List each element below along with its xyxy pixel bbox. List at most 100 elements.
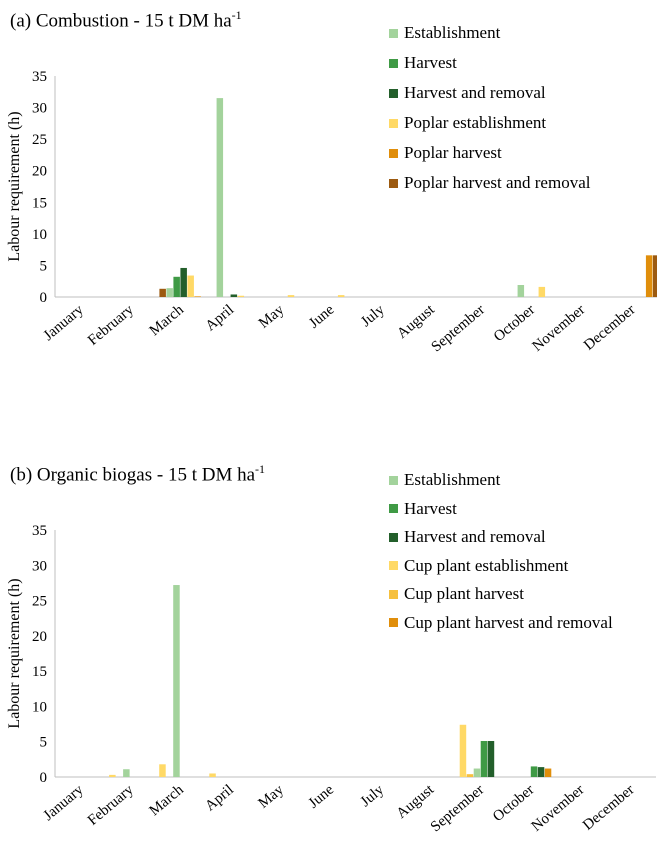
bar-establishment: [517, 285, 525, 297]
bar-establishment: [216, 98, 224, 297]
bar-poplar-establishment: [337, 295, 345, 297]
y-tick-label: 0: [40, 290, 48, 306]
y-tick-label: 20: [32, 629, 47, 645]
y-tick-label: 25: [32, 594, 47, 610]
legend-label: Poplar harvest and removal: [404, 173, 591, 192]
legend-swatch: [389, 58, 398, 68]
y-tick-label: 30: [32, 558, 47, 574]
x-tick-label: September: [428, 782, 487, 835]
legend-label: Harvest: [404, 498, 457, 518]
x-tick-label: August: [394, 781, 438, 822]
bar-harvest: [173, 276, 180, 297]
legend-swatch: [389, 532, 398, 542]
y-tick-label: 10: [32, 227, 47, 243]
y-tick-label: 10: [32, 699, 47, 715]
legend-item-establishment: Establishment: [389, 18, 590, 48]
bar-cup-plant-harvest-and-removal: [544, 768, 552, 777]
legend-item-harvest: Harvest: [389, 495, 613, 524]
legend-a: Establishment Harvest Harvest and removal P…: [389, 18, 590, 198]
bar-harvest: [480, 741, 488, 777]
bar-poplar-establishment: [538, 286, 546, 297]
bar-establishment: [166, 288, 173, 297]
bar-establishment: [473, 768, 481, 777]
x-tick-label: May: [256, 301, 288, 331]
chart-a-svg: 0 5 10 15 20 25 30 35 Labour requirement (h) Janu…: [6, 69, 657, 355]
bar-poplar-harvest-and-removal: [652, 255, 657, 297]
bar-harvest-and-removal: [537, 767, 545, 777]
legend-label: Cup plant harvest and removal: [404, 612, 613, 632]
legend-label: Cup plant harvest: [404, 584, 524, 604]
legend-item-harvest: Harvest: [389, 48, 590, 78]
legend-item-cup-plant-harvest-and-removal: Cup plant harvest and removal: [389, 609, 613, 638]
y-tick-label: 15: [32, 664, 47, 680]
x-tick-label: March: [147, 301, 188, 339]
bar-harvest: [530, 766, 538, 777]
legend-swatch: [389, 475, 398, 485]
y-axis-label: Labour requirement (h): [6, 578, 23, 728]
bar-harvest-and-removal: [230, 294, 238, 297]
x-tick-label: January: [41, 301, 87, 344]
x-tick-label: May: [256, 781, 288, 811]
legend-label: Poplar harvest: [404, 143, 502, 162]
x-tick-label: April: [203, 302, 238, 335]
legend-swatch: [389, 148, 398, 158]
x-tick-label: December: [580, 782, 638, 834]
chart-title-a: (a) Combustion - 15 t DM ha-1: [10, 8, 242, 32]
panel-a-chart: (a) Combustion - 15 t DM ha-1 0 5 10 15 20 25…: [0, 0, 657, 420]
bar-poplar-harvest: [194, 296, 201, 297]
legend-label: Harvest: [404, 53, 457, 72]
bar-poplar-harvest-and-removal: [159, 288, 166, 297]
legend-item-poplar-harvest-and-removal: Poplar harvest and removal: [389, 168, 590, 198]
panel-b-chart: (b) Organic biogas - 15 t DM ha-1 0 5 10 15…: [0, 448, 657, 856]
legend-swatch: [389, 561, 398, 571]
legend-label: Poplar establishment: [404, 113, 547, 132]
bar-harvest-and-removal: [487, 741, 495, 777]
legend-item-establishment: Establishment: [389, 466, 613, 495]
x-tick-label: July: [358, 301, 388, 330]
bar-cup-plant-establishment: [209, 773, 216, 777]
bar-cup-plant-establishment: [459, 724, 467, 777]
legend-swatch: [389, 504, 398, 514]
y-tick-label: 35: [32, 523, 47, 539]
x-tick-label: November: [529, 782, 588, 835]
x-tick-label: July: [358, 781, 388, 810]
x-tick-label: February: [85, 301, 137, 348]
bar-poplar-establishment: [287, 295, 295, 297]
bar-poplar-establishment: [237, 295, 245, 297]
legend-swatch: [389, 178, 398, 188]
bar-establishment: [123, 769, 130, 777]
bar-cup-plant-establishment: [109, 774, 116, 777]
legend-item-poplar-harvest: Poplar harvest: [389, 138, 590, 168]
legend-item-harvest-and-removal: Harvest and removal: [389, 523, 613, 552]
chart-b-svg: 0 5 10 15 20 25 30 35 Labour requirement (h) Janu…: [6, 523, 656, 835]
x-tick-label: February: [85, 781, 137, 828]
legend-label: Establishment: [404, 23, 501, 42]
x-tick-label: June: [306, 302, 338, 332]
legend-swatch: [389, 118, 398, 128]
y-tick-label: 35: [32, 69, 47, 85]
y-tick-label: 30: [32, 101, 47, 117]
legend-item-harvest-and-removal: Harvest and removal: [389, 78, 590, 108]
x-tick-label: March: [146, 781, 187, 819]
x-tick-label: October: [491, 302, 538, 345]
legend-label: Harvest and removal: [404, 83, 546, 102]
x-tick-label: November: [530, 302, 589, 355]
bar-poplar-establishment: [187, 275, 194, 297]
bar-harvest-and-removal: [180, 267, 187, 297]
legend-item-cup-plant-establishment: Cup plant establishment: [389, 552, 613, 581]
legend-b: Establishment Harvest Harvest and removal C…: [389, 466, 613, 637]
y-axis-label: Labour requirement (h): [6, 111, 23, 261]
x-tick-label: August: [394, 301, 438, 342]
bar-cup-plant-establishment: [159, 764, 166, 777]
legend-label: Cup plant establishment: [404, 555, 569, 575]
legend-swatch: [389, 88, 398, 98]
bar-establishment: [173, 585, 180, 777]
legend-item-poplar-establishment: Poplar establishment: [389, 108, 590, 138]
legend-swatch: [389, 618, 398, 628]
x-tick-label: December: [581, 302, 639, 354]
y-tick-label: 25: [32, 132, 47, 148]
legend-item-cup-plant-harvest: Cup plant harvest: [389, 580, 613, 609]
x-tick-label: January: [41, 781, 87, 824]
chart-title-b: (b) Organic biogas - 15 t DM ha-1: [10, 462, 266, 486]
y-tick-label: 0: [40, 770, 48, 786]
